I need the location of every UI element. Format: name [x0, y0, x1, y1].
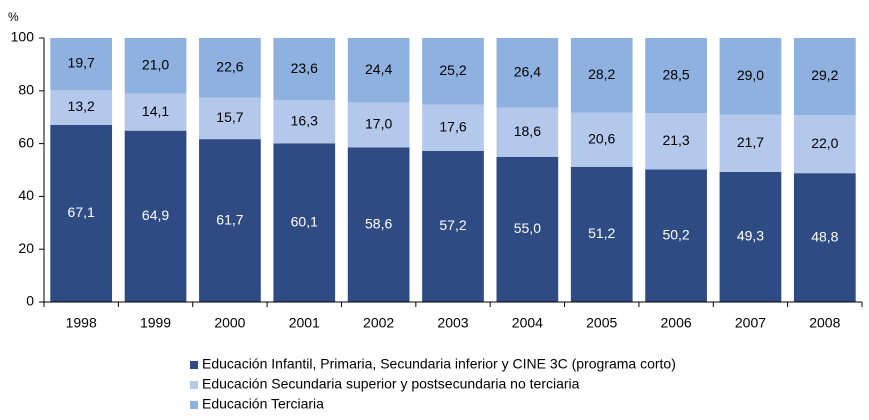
data-label: 58,6	[365, 215, 392, 231]
data-label: 48,8	[811, 228, 838, 244]
x-tick-label: 2003	[437, 315, 468, 331]
bar-segment	[273, 143, 336, 302]
data-label: 55,0	[514, 220, 541, 236]
bar-segment	[199, 139, 261, 302]
legend-swatch	[190, 401, 198, 409]
y-tick-label: 0	[26, 293, 34, 309]
data-label: 29,0	[737, 67, 764, 83]
legend-label: Educación Terciaria	[202, 396, 324, 412]
data-label: 17,0	[365, 116, 392, 132]
data-label: 16,3	[291, 113, 318, 129]
data-label: 26,4	[514, 64, 541, 80]
y-tick-label: 40	[18, 187, 34, 203]
x-tick-label: 2000	[214, 315, 245, 331]
data-label: 57,2	[439, 217, 466, 233]
bar-segment	[719, 171, 782, 302]
x-tick-label: 2008	[809, 315, 840, 331]
y-tick-label: 20	[18, 240, 34, 256]
data-label: 22,0	[811, 135, 838, 151]
data-label: 14,1	[142, 103, 169, 119]
data-label: 21,3	[662, 132, 689, 148]
legend-swatch	[190, 381, 198, 389]
bar-segment	[422, 150, 484, 302]
data-label: 51,2	[588, 225, 615, 241]
data-label: 28,2	[588, 66, 615, 82]
data-label: 21,7	[737, 134, 764, 150]
data-label: 19,7	[68, 55, 95, 71]
data-label: 29,2	[811, 67, 838, 83]
x-tick-label: 2004	[512, 315, 543, 331]
bar-segment	[793, 38, 856, 116]
bar-segment	[124, 130, 187, 302]
y-tick-label: 60	[18, 134, 34, 150]
bar-segment	[273, 100, 336, 144]
x-tick-label: 2007	[735, 315, 766, 331]
data-label: 64,9	[142, 207, 169, 223]
bar-segment	[496, 156, 559, 302]
bar-segment	[347, 147, 410, 302]
data-label: 23,6	[291, 60, 318, 76]
bar-segment	[273, 38, 336, 101]
bar-segment	[347, 102, 410, 148]
x-tick-label: 1999	[140, 315, 171, 331]
data-label: 61,7	[216, 211, 243, 227]
data-label: 22,6	[216, 59, 243, 75]
bar-segment	[645, 169, 707, 302]
data-label: 21,0	[142, 56, 169, 72]
x-tick-label: 2006	[661, 315, 692, 331]
data-label: 18,6	[514, 123, 541, 139]
x-tick-label: 2001	[289, 315, 320, 331]
bar-segment	[347, 38, 410, 103]
x-tick-label: 2002	[363, 315, 394, 331]
data-label: 28,5	[662, 66, 689, 82]
bar-segment	[719, 114, 782, 172]
bar-segment	[645, 113, 707, 170]
bar-segment	[199, 38, 261, 98]
bar-segment	[199, 97, 261, 140]
y-tick-label: 100	[11, 29, 35, 45]
bar-segment	[570, 166, 633, 302]
bar-segment	[124, 93, 187, 131]
bar-segment	[496, 38, 559, 108]
bar-segment	[50, 124, 113, 302]
bar-segment	[50, 38, 113, 91]
bar-segment	[124, 38, 187, 94]
bar-segment	[570, 38, 633, 113]
y-axis-label: %	[8, 10, 19, 24]
y-tick-label: 80	[18, 82, 34, 98]
bar-segment	[50, 90, 113, 125]
x-tick-label: 2005	[586, 315, 617, 331]
bar-segment	[422, 104, 484, 151]
data-label: 25,2	[439, 62, 466, 78]
bar-segment	[719, 38, 782, 115]
bar-segment	[570, 112, 633, 167]
bar-segment	[645, 38, 707, 114]
bar-segment	[422, 38, 484, 105]
data-label: 13,2	[68, 98, 95, 114]
data-label: 67,1	[68, 204, 95, 220]
legend-label: Educación Secundaria superior y postsecu…	[202, 376, 580, 392]
bar-segment	[793, 173, 856, 302]
data-label: 17,6	[439, 118, 466, 134]
legend-label: Educación Infantil, Primaria, Secundaria…	[202, 356, 676, 372]
data-label: 50,2	[662, 226, 689, 242]
data-label: 20,6	[588, 130, 615, 146]
data-label: 24,4	[365, 61, 392, 77]
bar-segment	[793, 115, 856, 174]
legend-swatch	[190, 361, 198, 369]
data-label: 49,3	[737, 228, 764, 244]
data-label: 60,1	[291, 213, 318, 229]
bar-segment	[496, 107, 559, 157]
data-label: 15,7	[216, 109, 243, 125]
x-tick-label: 1998	[66, 315, 97, 331]
